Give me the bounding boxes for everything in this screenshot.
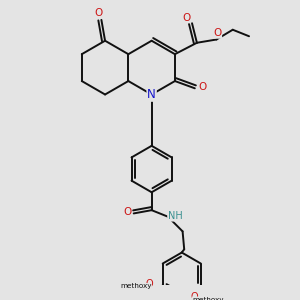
Text: O: O xyxy=(182,13,190,22)
Text: O: O xyxy=(146,279,154,289)
Text: NH: NH xyxy=(168,211,183,221)
Text: O: O xyxy=(123,207,131,217)
Text: O: O xyxy=(190,292,198,300)
Text: methoxy: methoxy xyxy=(192,297,224,300)
Text: N: N xyxy=(147,88,156,101)
Text: O: O xyxy=(213,28,221,38)
Text: methoxy: methoxy xyxy=(120,283,152,289)
Text: O: O xyxy=(198,82,206,92)
Text: O: O xyxy=(94,8,102,17)
